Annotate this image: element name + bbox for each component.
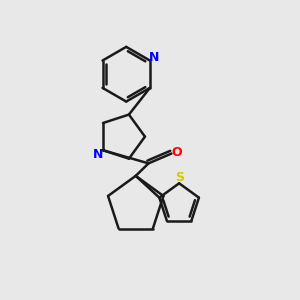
- Text: S: S: [175, 171, 184, 184]
- Text: N: N: [92, 148, 103, 160]
- Text: O: O: [171, 146, 182, 160]
- Text: N: N: [149, 51, 160, 64]
